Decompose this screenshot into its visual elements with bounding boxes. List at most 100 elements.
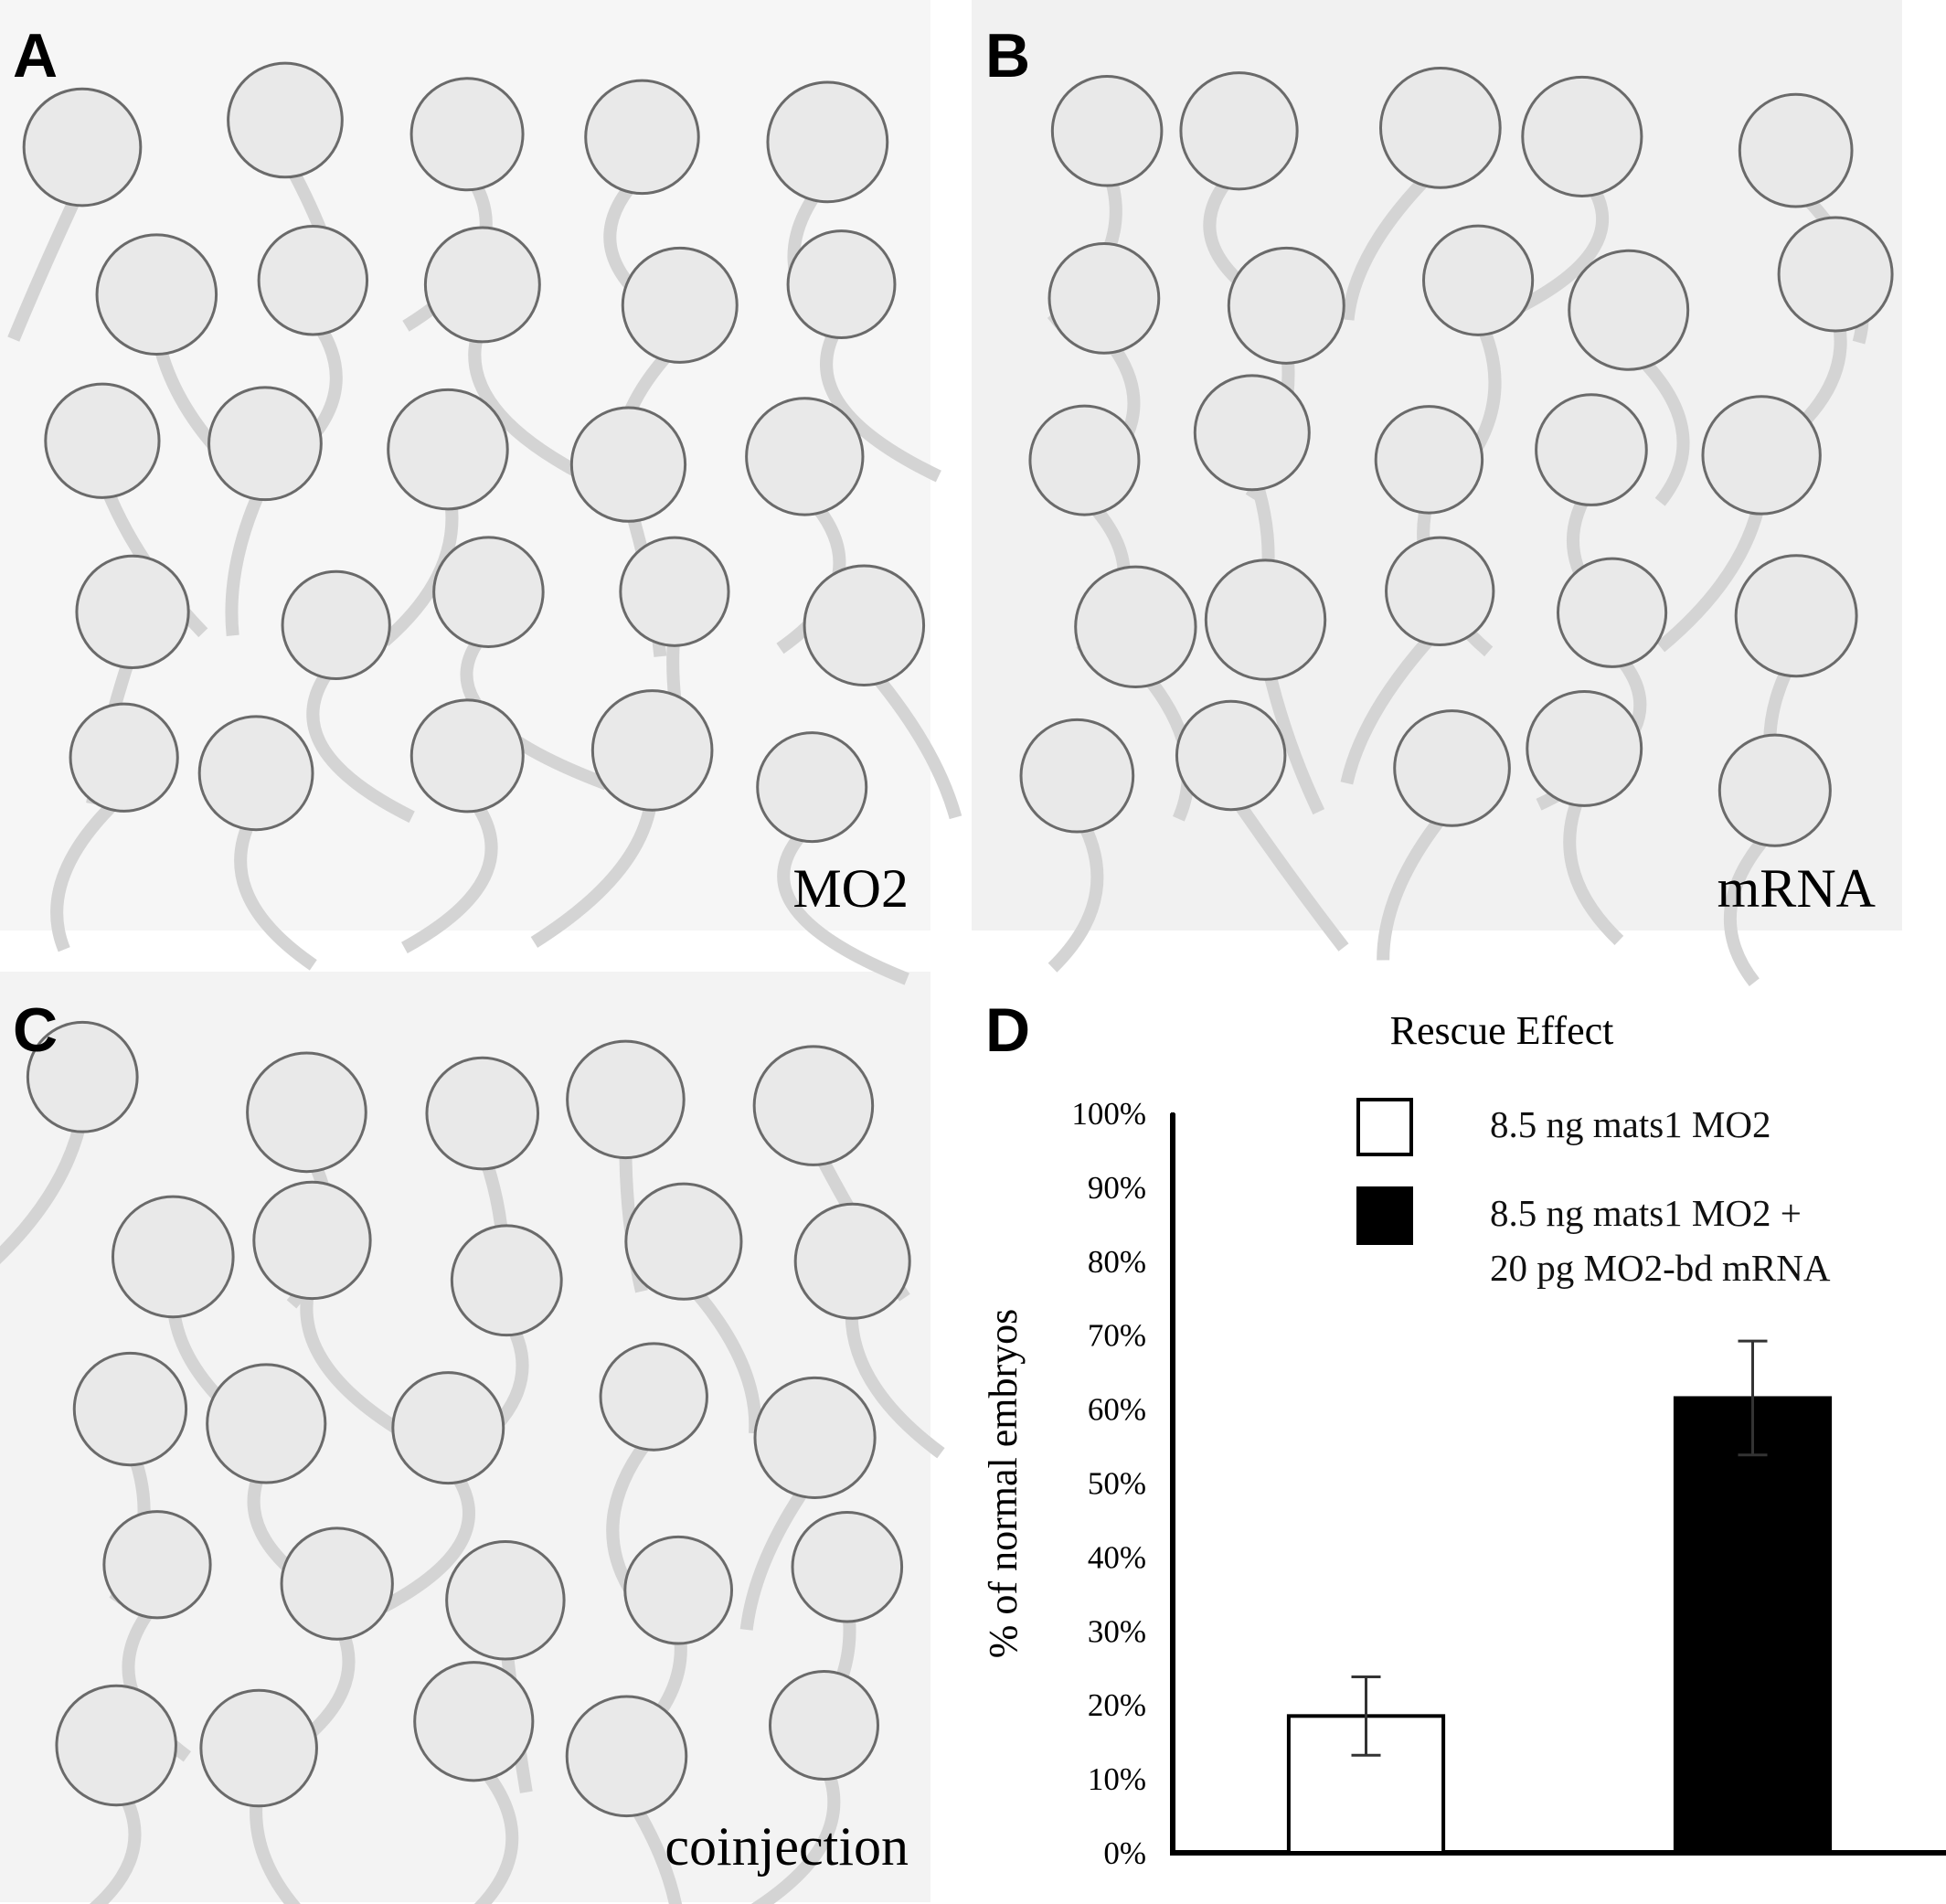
embryo — [1557, 557, 1668, 668]
embryo — [766, 80, 889, 204]
embryo — [1378, 67, 1502, 189]
embryo — [786, 229, 897, 340]
embryo — [391, 1371, 505, 1485]
embryo — [619, 536, 730, 647]
bar — [1673, 1396, 1833, 1855]
embryo — [565, 1695, 688, 1818]
embryo-tail — [0, 1112, 90, 1265]
y-tick-label: 20% — [1088, 1687, 1146, 1723]
embryo — [1019, 718, 1135, 834]
embryo — [1385, 536, 1495, 646]
embryo — [409, 698, 525, 814]
embryo — [425, 1056, 540, 1171]
y-tick-label: 40% — [1088, 1539, 1146, 1575]
embryo — [753, 1376, 877, 1499]
embryo — [22, 87, 143, 207]
embryo-tail — [777, 819, 909, 985]
embryo-tail — [678, 1273, 762, 1434]
embryo — [1050, 74, 1164, 187]
embryo — [102, 1510, 212, 1620]
embryo — [566, 1039, 686, 1160]
embryo — [95, 233, 218, 356]
embryo — [1227, 246, 1345, 365]
embryo — [1204, 558, 1327, 681]
embryo-tail — [606, 1429, 659, 1592]
embryo — [72, 1351, 188, 1467]
embryo-tail — [306, 657, 415, 824]
y-tick-label: 30% — [1088, 1613, 1146, 1649]
error-bar — [1738, 1339, 1768, 1457]
panel-caption: mRNA — [1717, 858, 1876, 919]
embryo — [207, 386, 323, 502]
embryo-tail — [1047, 809, 1104, 973]
embryo — [1074, 565, 1197, 688]
y-tick-label: 60% — [1088, 1392, 1146, 1428]
embryo-tail — [1723, 822, 1780, 986]
embryo — [409, 77, 525, 192]
panel-letter: C — [13, 995, 58, 1065]
embryo — [1734, 554, 1858, 678]
y-tick-label: 50% — [1088, 1466, 1146, 1502]
embryo — [423, 226, 541, 344]
embryo — [450, 1224, 563, 1337]
embryo — [252, 1180, 372, 1301]
panel-caption: coinjection — [665, 1816, 909, 1877]
embryo — [69, 702, 179, 813]
embryo — [756, 731, 868, 844]
embryo — [621, 246, 739, 364]
legend-label: 8.5 ng mats1 MO2 — [1490, 1103, 1771, 1145]
embryo — [599, 1342, 708, 1452]
embryo-tail — [1225, 788, 1349, 952]
y-tick-label: 0% — [1103, 1835, 1146, 1871]
embryo — [1535, 393, 1648, 506]
embryo-tail — [354, 1460, 475, 1626]
embryo — [1568, 249, 1690, 371]
embryo — [623, 1535, 734, 1645]
y-tick-label: 10% — [1088, 1761, 1146, 1797]
embryo — [246, 1051, 367, 1174]
embryo — [1393, 709, 1511, 827]
embryo — [1738, 92, 1854, 208]
embryo — [745, 397, 865, 516]
embryo — [584, 79, 700, 196]
legend-swatch — [1356, 1098, 1413, 1156]
panel-letter: B — [985, 21, 1030, 90]
embryo — [281, 569, 391, 680]
embryo — [1777, 216, 1894, 333]
embryo — [1422, 224, 1535, 336]
embryo — [803, 564, 926, 686]
embryo — [1717, 733, 1832, 847]
embryo-tail — [750, 1759, 841, 1904]
embryo-tail — [1340, 623, 1445, 785]
embryo — [432, 536, 545, 648]
y-tick-label: 80% — [1088, 1244, 1146, 1280]
embryo — [1028, 404, 1141, 516]
embryo — [1175, 699, 1287, 812]
embryo — [387, 388, 509, 511]
panel-letter: A — [13, 21, 58, 90]
embryo — [55, 1684, 177, 1807]
embryo — [1374, 405, 1484, 515]
embryo — [791, 1510, 904, 1623]
embryo — [768, 1670, 879, 1782]
embryo — [257, 225, 369, 336]
y-tick-label: 100% — [1071, 1096, 1146, 1132]
embryo — [26, 1020, 139, 1133]
embryo — [1193, 374, 1311, 492]
embryo — [413, 1661, 535, 1782]
embryo — [111, 1195, 235, 1319]
embryo-tail — [401, 788, 498, 954]
embryo — [1701, 395, 1822, 516]
embryo — [1047, 242, 1161, 355]
embryo — [793, 1202, 911, 1320]
embryo-group — [0, 61, 1894, 1904]
embryo — [75, 554, 190, 669]
embryo — [199, 1688, 318, 1808]
embryo — [44, 382, 161, 499]
embryo — [206, 1363, 327, 1484]
y-tick-label: 70% — [1088, 1318, 1146, 1354]
legend-label: 8.5 ng mats1 MO2 + 20 pg MO2-bd mRNA — [1490, 1192, 1831, 1289]
embryo — [624, 1182, 743, 1301]
